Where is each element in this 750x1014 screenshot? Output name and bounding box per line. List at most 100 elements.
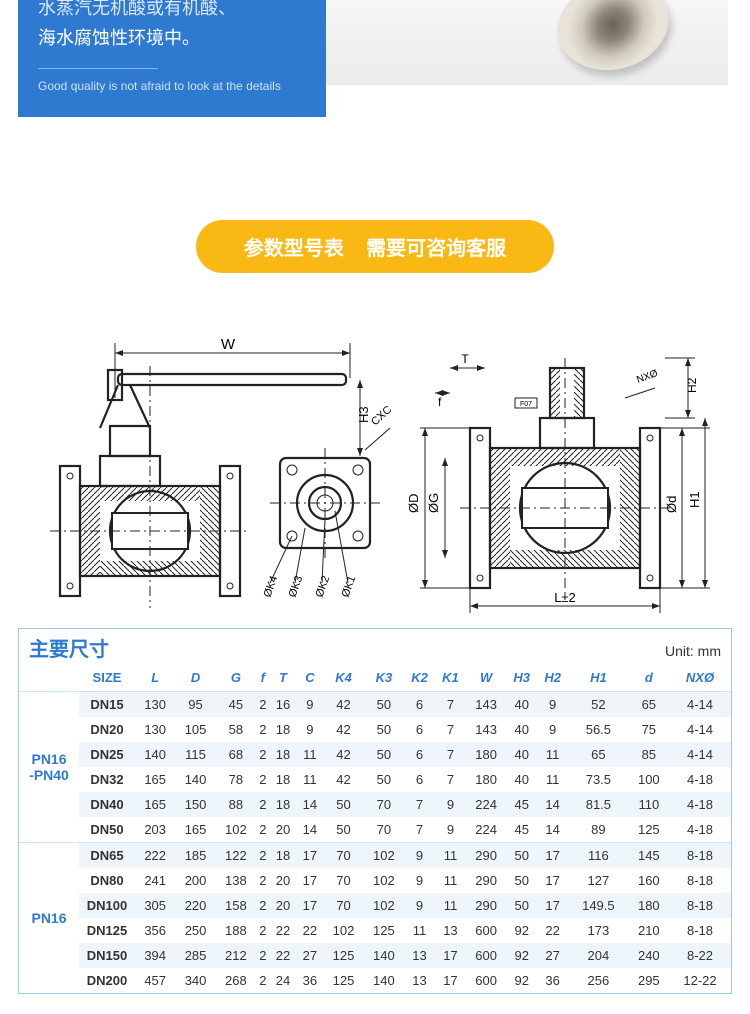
table-cell: 4-14 <box>669 717 731 742</box>
group-label-cell: PN16 <box>19 843 79 994</box>
table-cell: 17 <box>537 893 568 918</box>
table-cell: 81.5 <box>568 792 629 817</box>
table-cell: 65 <box>568 742 629 767</box>
table-cell: 2 <box>256 968 269 993</box>
table-title: 主要尺寸 <box>29 633 109 662</box>
table-cell: 7 <box>404 792 435 817</box>
table-cell: 70 <box>364 817 404 843</box>
table-cell: 8-18 <box>669 843 731 869</box>
table-cell: DN150 <box>79 943 135 968</box>
table-cell: 13 <box>404 968 435 993</box>
table-cell: 13 <box>435 918 466 943</box>
table-cell: 212 <box>216 943 256 968</box>
table-cell: 88 <box>216 792 256 817</box>
table-header-bar: 主要尺寸 Unit: mm <box>19 629 731 664</box>
table-cell: 85 <box>629 742 669 767</box>
table-cell: 290 <box>466 868 506 893</box>
table-cell: 50 <box>506 868 537 893</box>
group-label-cell: PN16 -PN40 <box>19 692 79 843</box>
flange-image <box>552 0 675 70</box>
table-cell: 122 <box>216 843 256 869</box>
label-F07: F07 <box>520 401 532 408</box>
table-cell: 204 <box>568 943 629 968</box>
table-cell: 7 <box>435 742 466 767</box>
table-cell: 68 <box>216 742 256 767</box>
table-column-header: H2 <box>537 664 568 692</box>
table-cell: DN125 <box>79 918 135 943</box>
table-cell: 105 <box>175 717 215 742</box>
table-cell: 16 <box>270 692 297 718</box>
table-cell: 2 <box>256 943 269 968</box>
table-cell: 102 <box>364 868 404 893</box>
label-f: f <box>438 395 442 409</box>
table-cell: 2 <box>256 767 269 792</box>
table-cell: 130 <box>135 692 175 718</box>
spec-table-wrap: 主要尺寸 Unit: mm SIZELDGfTCK4K3K2K1WH3H2H1d… <box>18 628 732 994</box>
table-cell: 9 <box>435 817 466 843</box>
table-cell: 2 <box>256 868 269 893</box>
table-cell: 8-22 <box>669 943 731 968</box>
table-cell: 102 <box>323 918 363 943</box>
table-unit: Unit: mm <box>665 643 721 659</box>
description-line-2: 海水腐蚀性环境中。 <box>38 24 306 50</box>
table-cell: 92 <box>506 943 537 968</box>
table-column-header: NXØ <box>669 664 731 692</box>
table-cell: 18 <box>270 767 297 792</box>
table-cell: 4-18 <box>669 792 731 817</box>
table-cell: 295 <box>629 968 669 993</box>
table-cell: 203 <box>135 817 175 843</box>
table-cell: 130 <box>135 717 175 742</box>
table-cell: 50 <box>364 767 404 792</box>
table-cell: 600 <box>466 943 506 968</box>
label-K1: ØK1 <box>340 574 359 599</box>
label-L: L±2 <box>554 590 576 605</box>
table-cell: 45 <box>506 792 537 817</box>
table-cell: 50 <box>506 843 537 869</box>
label-H2: H2 <box>685 377 699 393</box>
table-cell: 45 <box>506 817 537 843</box>
table-cell: 56.5 <box>568 717 629 742</box>
table-cell: 7 <box>404 817 435 843</box>
table-cell: DN80 <box>79 868 135 893</box>
table-cell: 127 <box>568 868 629 893</box>
table-cell: 138 <box>216 868 256 893</box>
table-cell: 70 <box>323 868 363 893</box>
table-cell: 42 <box>323 717 363 742</box>
table-cell: 18 <box>270 742 297 767</box>
table-row: DN20045734026822436125140131760092362562… <box>19 968 731 993</box>
table-cell: 11 <box>435 843 466 869</box>
table-cell: 457 <box>135 968 175 993</box>
table-cell: 4-18 <box>669 767 731 792</box>
table-cell: DN25 <box>79 742 135 767</box>
table-cell: 9 <box>435 792 466 817</box>
table-cell: 102 <box>216 817 256 843</box>
table-cell: 6 <box>404 742 435 767</box>
label-K2: ØK2 <box>314 574 333 599</box>
table-column-header: K1 <box>435 664 466 692</box>
table-cell: 22 <box>270 918 297 943</box>
table-cell: 40 <box>506 717 537 742</box>
table-cell: 9 <box>404 893 435 918</box>
table-cell: 11 <box>404 918 435 943</box>
table-cell: 102 <box>364 893 404 918</box>
table-cell: 14 <box>296 792 323 817</box>
diagram-svg: W H3 <box>30 328 720 618</box>
table-cell: 102 <box>364 843 404 869</box>
table-cell: 20 <box>270 868 297 893</box>
table-cell: 240 <box>629 943 669 968</box>
table-row: DN10030522015822017701029112905017149.51… <box>19 893 731 918</box>
table-cell: 92 <box>506 918 537 943</box>
table-cell: 11 <box>296 767 323 792</box>
table-cell: 78 <box>216 767 256 792</box>
table-cell: 9 <box>296 692 323 718</box>
technical-diagram: W H3 <box>30 328 720 618</box>
table-column-header: f <box>256 664 269 692</box>
table-cell: 305 <box>135 893 175 918</box>
table-cell: 22 <box>296 918 323 943</box>
table-cell: 50 <box>506 893 537 918</box>
table-cell: 160 <box>629 868 669 893</box>
table-cell: 58 <box>216 717 256 742</box>
label-phiG: ØG <box>426 493 441 513</box>
table-cell: 18 <box>270 717 297 742</box>
table-cell: 188 <box>216 918 256 943</box>
